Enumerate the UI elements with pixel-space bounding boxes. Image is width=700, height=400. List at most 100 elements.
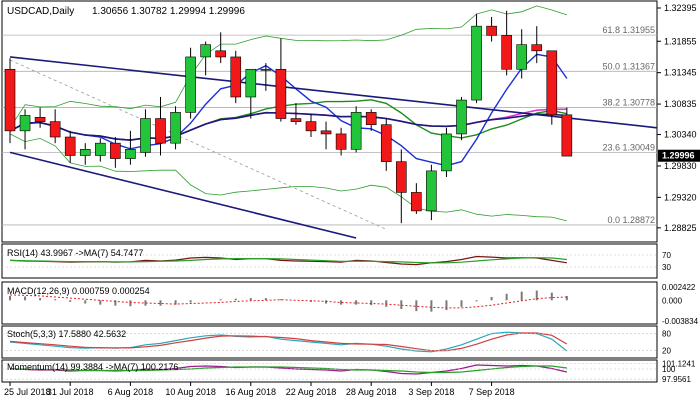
candle-body	[350, 112, 362, 150]
time-tick-label: 31 Jul 2018	[47, 387, 94, 397]
candle	[456, 96, 467, 141]
candle-body	[79, 149, 91, 156]
price-tick-label: 1.29830	[664, 161, 697, 171]
candle	[320, 121, 332, 150]
candle	[305, 113, 317, 138]
rsi-title: RSI(14) 43.9967 ->MA(7) 54.7477	[7, 248, 143, 258]
candle-body	[335, 133, 347, 150]
candle	[561, 107, 573, 157]
candle-body	[155, 118, 166, 144]
candle	[125, 130, 136, 165]
candle	[516, 29, 528, 79]
time-tick-label: 6 Aug 2018	[108, 387, 154, 397]
candle-body	[320, 130, 332, 135]
candle-body	[426, 170, 437, 212]
moving-average-blue	[9, 53, 568, 167]
time-tick-label: 28 Aug 2018	[346, 387, 397, 397]
candle-body	[200, 44, 211, 58]
time-tick-label: 16 Aug 2018	[226, 387, 277, 397]
candle-body	[411, 192, 422, 212]
sub-tick-label: 101.1241	[662, 359, 696, 368]
fib-label-2: 38.2 1.30778	[602, 98, 655, 108]
candle-body	[185, 56, 196, 113]
candle	[140, 109, 151, 157]
macd-tick-label: 0.002422	[662, 283, 696, 292]
price-tick-label: 1.31345	[664, 68, 697, 78]
rsi-series-1	[9, 257, 567, 264]
sub-tick-label: 100	[662, 365, 676, 374]
bollinger-lower	[9, 133, 567, 222]
bollinger-upper	[9, 5, 568, 129]
candle	[411, 183, 422, 214]
candle-body	[305, 121, 317, 132]
candle	[215, 32, 226, 64]
candle-body	[95, 142, 106, 156]
trendline-dashed	[9, 59, 387, 230]
candle	[95, 138, 106, 162]
price-tick-label: 1.31855	[664, 36, 697, 46]
candle	[486, 16, 497, 42]
candle-body	[4, 68, 16, 132]
time-tick-label: 25 Jul 2018	[4, 387, 51, 397]
candle	[441, 127, 452, 178]
candle-body	[516, 44, 528, 70]
candle-body	[64, 136, 76, 156]
candle	[350, 106, 362, 153]
price-axis: 1.32395 1.31855 1.31345 1.30835 1.30340 1.298…	[657, 3, 700, 233]
price-tick-label: 1.28825	[664, 223, 697, 233]
candle-body	[486, 25, 497, 36]
fib-label-0: 61.8 1.31955	[602, 25, 655, 35]
last-price-label: 1.29996	[662, 151, 695, 161]
candle-body	[230, 56, 242, 98]
trendline-lower	[9, 151, 357, 239]
candle-body	[260, 68, 272, 71]
macd-tick-label: 0.000	[662, 296, 683, 305]
time-tick-label: 3 Sep 2018	[408, 387, 454, 397]
candle	[34, 107, 46, 128]
candle	[290, 103, 302, 125]
price-tick-label: 1.30835	[664, 99, 697, 109]
candle-body	[365, 112, 377, 125]
candle-body	[561, 114, 573, 157]
candle	[79, 143, 91, 165]
candle	[260, 63, 272, 91]
time-tick-label: 22 Aug 2018	[286, 387, 337, 397]
candle	[200, 41, 211, 76]
candle-body	[275, 68, 287, 119]
trendline-upper	[9, 56, 658, 129]
candle-body	[471, 25, 482, 101]
candle-body	[110, 142, 121, 159]
macd-histogram: 0.002422 0.000 -0.003834	[9, 283, 699, 326]
candle	[170, 106, 181, 150]
candle	[395, 149, 407, 224]
candle	[185, 47, 196, 119]
candle-body	[34, 117, 46, 122]
candle-body	[19, 115, 31, 132]
candle	[155, 96, 166, 156]
price-panel	[1, 0, 658, 243]
sub-tick-label: 20	[662, 346, 671, 355]
macd-tick-label: -0.003834	[662, 317, 699, 326]
macd-panel	[1, 281, 658, 325]
candle-body	[140, 118, 151, 153]
stochastic-lines: 80 20	[2, 330, 671, 355]
candle	[335, 127, 347, 156]
candle-body	[290, 118, 302, 122]
macd-title: MACD(12,26,9) 0.000759 0.000254	[7, 286, 150, 296]
sub-tick-label: 80	[662, 330, 671, 339]
time-tick-label: 10 Aug 2018	[165, 387, 216, 397]
candle	[245, 68, 257, 119]
candle	[230, 50, 242, 104]
candle-body	[501, 35, 512, 70]
price-tick-label: 1.30340	[664, 130, 697, 140]
price-tick-label: 1.29320	[664, 192, 697, 202]
candle	[380, 118, 392, 171]
momentum-title: Momentum(14) 99.3884 ->MA(7) 100.2176	[7, 362, 178, 372]
chart-header-ohlc: 1.30656 1.30782 1.29994 1.29996	[92, 6, 245, 17]
candles	[4, 10, 573, 224]
candle	[426, 164, 437, 221]
sub-tick-label: 97.9561	[662, 375, 691, 384]
candle	[110, 137, 121, 168]
